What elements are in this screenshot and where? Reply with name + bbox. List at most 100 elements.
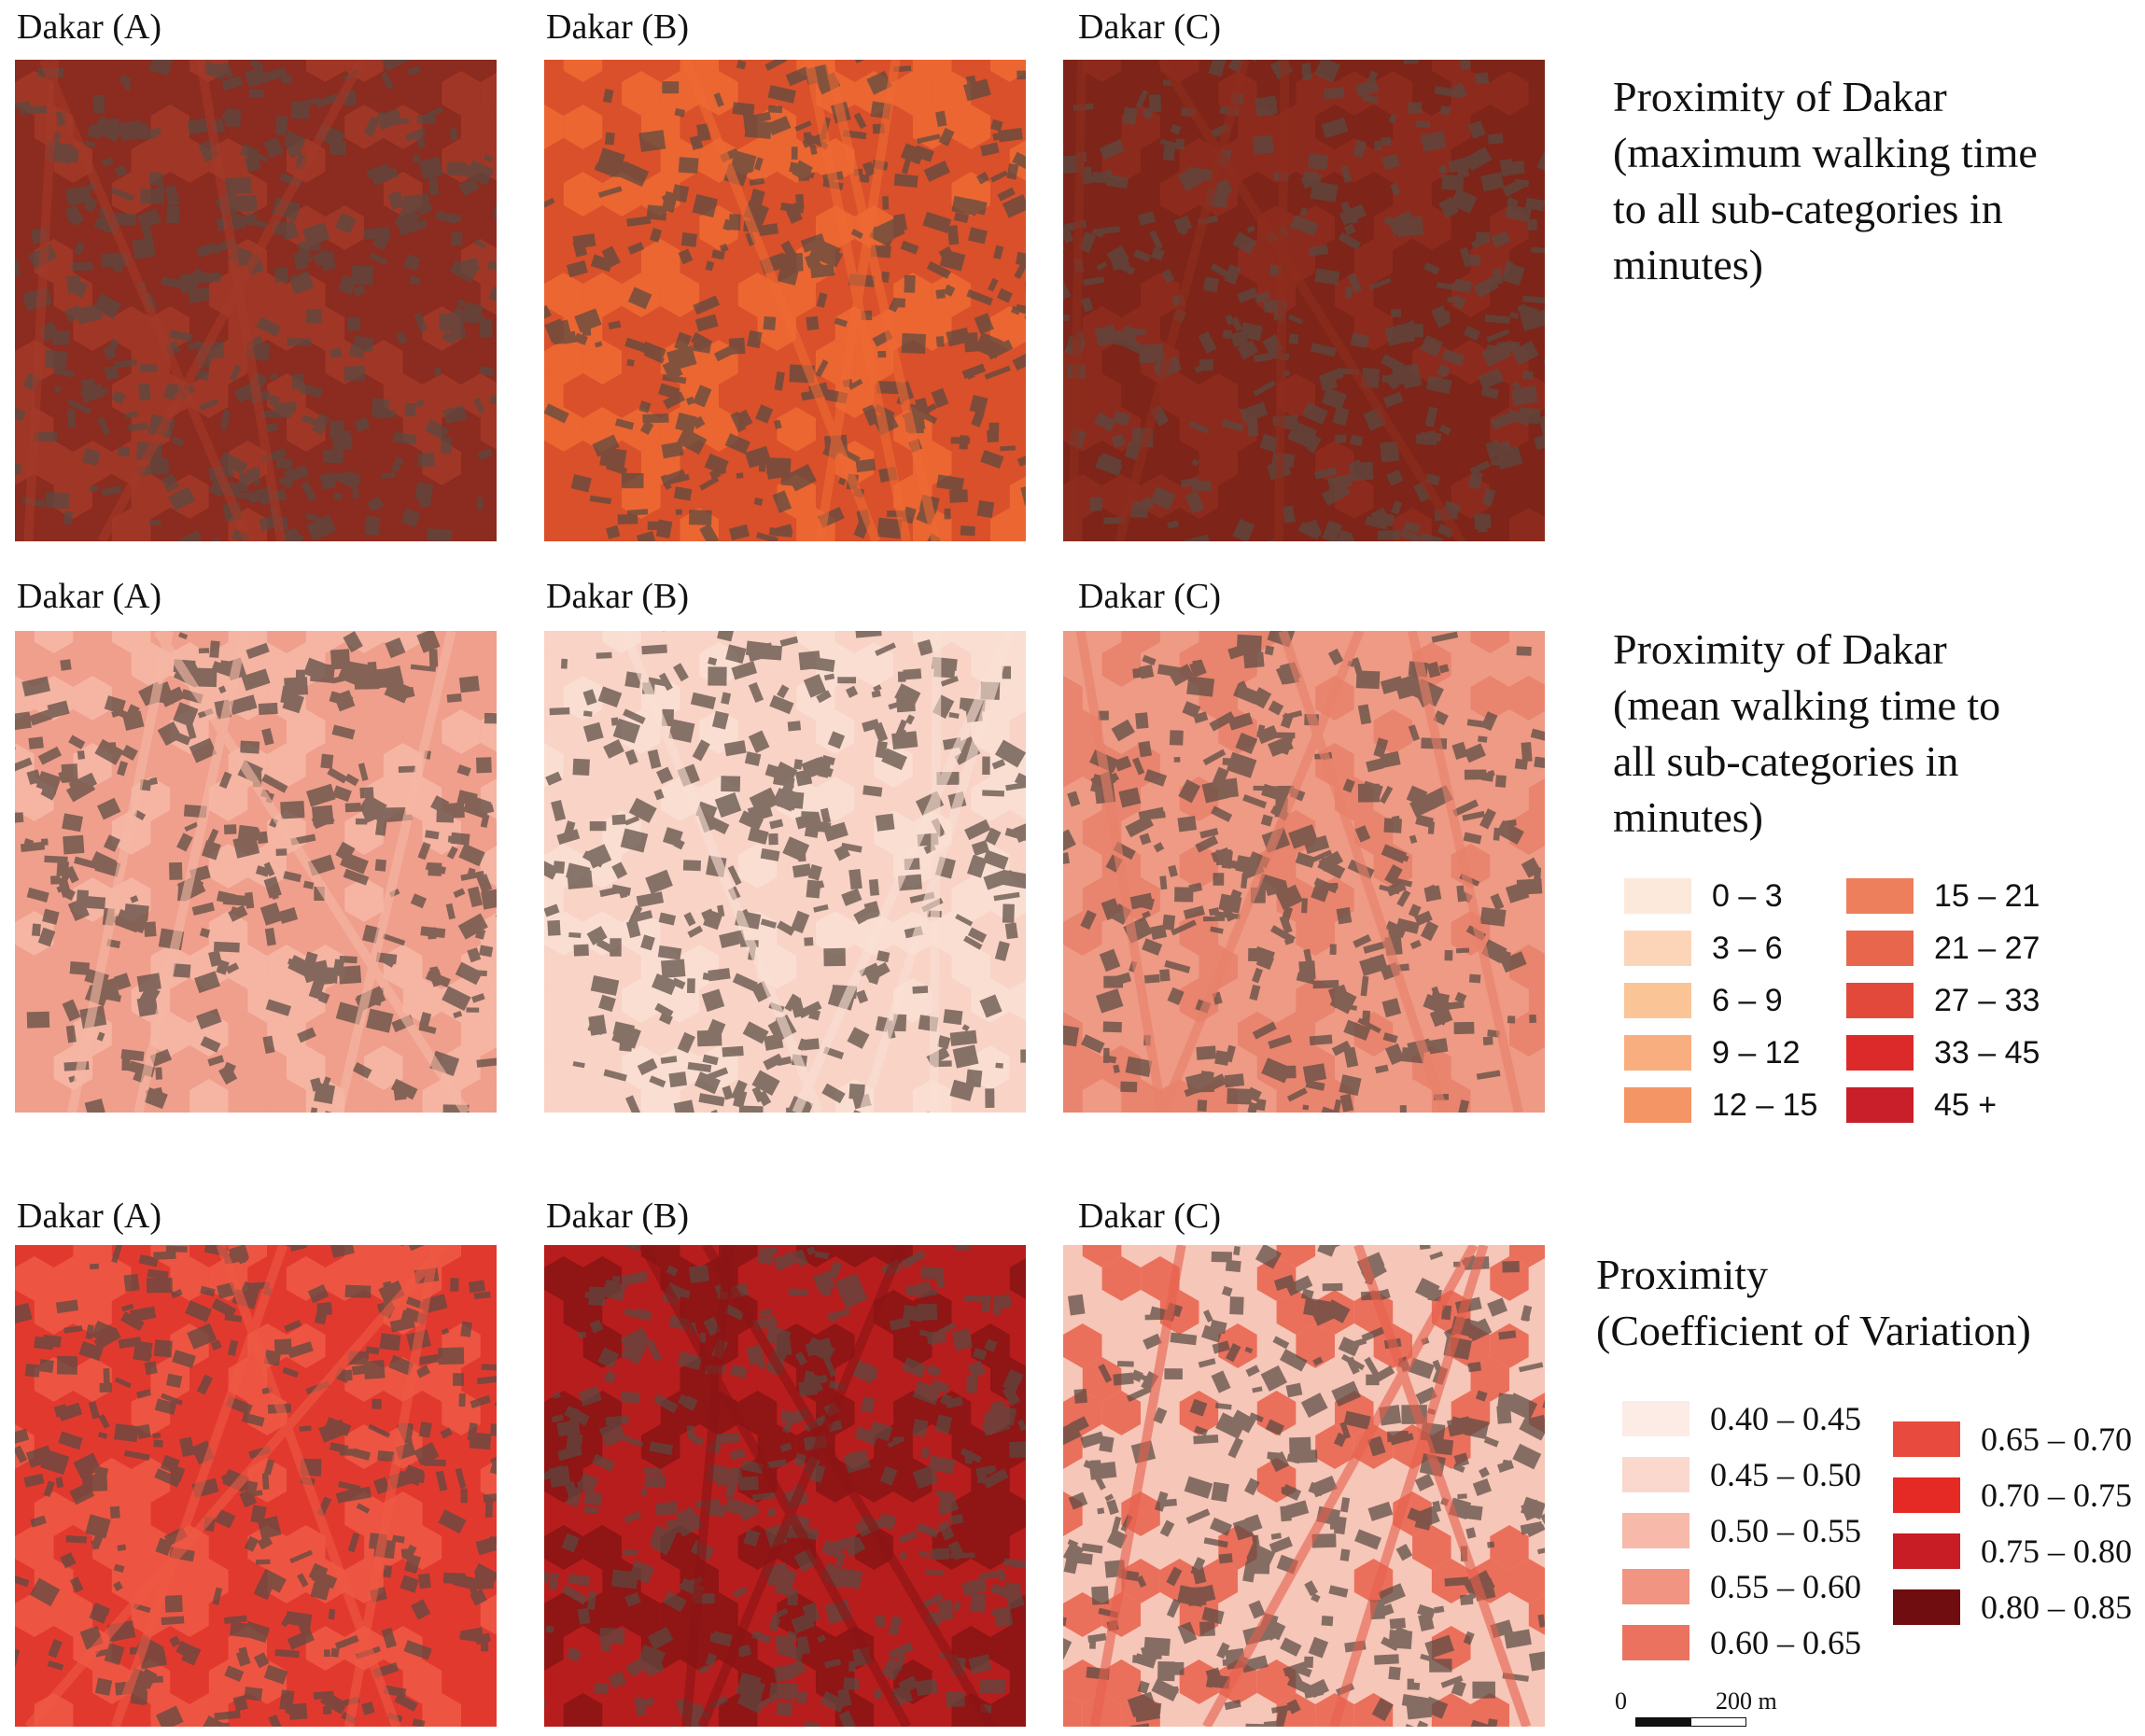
building xyxy=(1260,1365,1288,1392)
hex-cell xyxy=(544,1592,583,1637)
building xyxy=(15,1646,21,1667)
building xyxy=(476,1057,497,1068)
building xyxy=(795,1691,807,1704)
building xyxy=(477,448,494,461)
building xyxy=(1260,814,1273,827)
building xyxy=(412,1718,426,1727)
building xyxy=(423,1459,446,1467)
building xyxy=(1328,1585,1349,1598)
building xyxy=(1446,1416,1472,1437)
building xyxy=(1063,829,1076,855)
building xyxy=(789,161,799,174)
building xyxy=(820,807,832,824)
building xyxy=(259,66,287,84)
building xyxy=(803,1721,820,1727)
building xyxy=(1524,197,1545,212)
building xyxy=(1478,368,1505,390)
title-mean-walking-time: Proximity of Dakar (mean walking time to… xyxy=(1613,622,2000,846)
building xyxy=(680,232,697,247)
building xyxy=(795,193,805,208)
hex-cell xyxy=(287,474,326,519)
building xyxy=(705,1653,718,1667)
building xyxy=(901,159,911,175)
building xyxy=(410,664,437,672)
hex-cell xyxy=(834,1245,875,1267)
building xyxy=(608,320,622,330)
building xyxy=(848,1450,865,1469)
building xyxy=(379,60,410,72)
building xyxy=(601,1279,627,1302)
building xyxy=(1280,423,1304,432)
building xyxy=(961,1024,970,1032)
building xyxy=(620,1338,647,1365)
building xyxy=(751,1070,780,1096)
building xyxy=(584,1292,595,1299)
hex-cell xyxy=(544,340,583,385)
building xyxy=(687,1061,712,1072)
building xyxy=(161,1616,185,1626)
map-row1-c xyxy=(1063,60,1545,541)
building xyxy=(1227,60,1247,74)
building xyxy=(702,1054,719,1066)
building xyxy=(328,1608,336,1620)
building xyxy=(1486,329,1510,343)
building xyxy=(743,1529,761,1547)
building xyxy=(1195,834,1219,853)
hex-cell xyxy=(461,373,497,418)
building xyxy=(320,1691,348,1715)
hex-cell xyxy=(544,1693,564,1727)
building xyxy=(1321,387,1347,411)
map-canvas xyxy=(544,1245,1026,1727)
building xyxy=(283,465,310,483)
building xyxy=(1273,1274,1296,1291)
building xyxy=(912,1464,939,1490)
building xyxy=(875,740,888,759)
hex-cell xyxy=(208,1323,248,1368)
building xyxy=(935,288,946,300)
building xyxy=(275,848,287,857)
building xyxy=(552,324,566,345)
hex-cell xyxy=(1238,1290,1277,1335)
building xyxy=(1294,1449,1318,1463)
building xyxy=(1409,939,1422,950)
building xyxy=(612,1276,621,1283)
building xyxy=(1300,1288,1314,1301)
building xyxy=(545,771,563,786)
hex-cell xyxy=(305,676,345,721)
building xyxy=(120,744,138,761)
building xyxy=(263,136,285,159)
building xyxy=(1521,1305,1533,1322)
building xyxy=(692,415,706,429)
building xyxy=(876,950,890,963)
building xyxy=(1300,171,1322,189)
hex-cell xyxy=(1393,1079,1432,1113)
building xyxy=(834,317,848,328)
building xyxy=(968,227,988,245)
building xyxy=(63,834,85,855)
building xyxy=(1521,742,1533,763)
building xyxy=(1218,1553,1233,1564)
building xyxy=(1249,1412,1264,1423)
building xyxy=(1129,501,1149,518)
building xyxy=(274,115,288,136)
building xyxy=(996,287,1014,303)
building xyxy=(137,383,151,401)
street-lines xyxy=(23,60,367,541)
building xyxy=(1202,749,1227,766)
building xyxy=(837,477,847,486)
building xyxy=(966,288,993,306)
title-line: minutes) xyxy=(1613,241,1763,288)
building xyxy=(176,833,193,852)
building xyxy=(1229,1409,1256,1434)
building xyxy=(473,239,487,249)
building xyxy=(937,1519,955,1541)
building xyxy=(242,1412,265,1427)
building xyxy=(791,147,798,160)
hex-cell xyxy=(854,844,894,889)
building xyxy=(694,314,719,332)
hex-cell xyxy=(1470,1079,1509,1113)
building xyxy=(169,1464,186,1483)
building xyxy=(223,824,237,834)
building xyxy=(1132,249,1152,263)
hex-cell xyxy=(544,1079,564,1113)
